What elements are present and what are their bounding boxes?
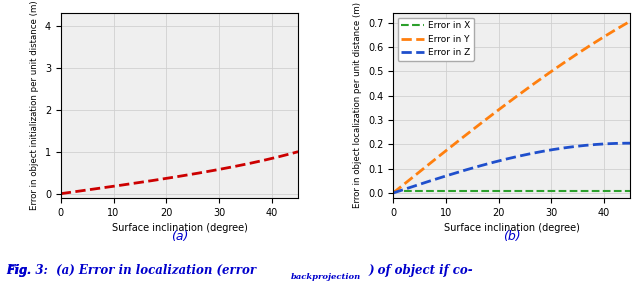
- Error in Z: [531, 151, 538, 155]
- Error in Z: [502, 157, 509, 161]
- Text: (a): (a): [171, 230, 188, 243]
- Error in Z: [584, 143, 591, 147]
- Error in X: [627, 189, 634, 192]
- Line: Error in Z: Error in Z: [393, 143, 630, 193]
- Error in X: [621, 189, 628, 192]
- Error in Y: [389, 191, 397, 195]
- Error in Y: [621, 23, 628, 26]
- Y-axis label: Error in object localization per unit distance (m): Error in object localization per unit di…: [353, 3, 362, 208]
- Error in Y: [504, 102, 511, 105]
- Error in Y: [531, 82, 538, 85]
- Error in X: [502, 189, 509, 192]
- Text: backprojection: backprojection: [291, 273, 362, 281]
- Error in Z: [627, 141, 634, 145]
- Error in Z: [389, 191, 397, 195]
- Error in Y: [627, 19, 634, 23]
- Text: ) of object if co-: ) of object if co-: [368, 264, 472, 276]
- Error in Y: [518, 91, 525, 95]
- Error in Z: [504, 157, 511, 161]
- Y-axis label: Error in object initialization per unit distance (m): Error in object initialization per unit …: [30, 1, 39, 210]
- Legend: Error in X, Error in Y, Error in Z: Error in X, Error in Y, Error in Z: [397, 18, 474, 61]
- Text: $\bfit{Fig.}$: $\bfit{Fig.}$: [6, 262, 36, 278]
- Error in X: [531, 189, 538, 192]
- Error in X: [584, 189, 591, 192]
- Error in X: [518, 189, 525, 192]
- Error in Z: [518, 154, 525, 157]
- Error in X: [504, 189, 511, 192]
- Error in Y: [502, 103, 509, 106]
- X-axis label: Surface inclination (degree): Surface inclination (degree): [111, 223, 248, 233]
- Error in Y: [584, 45, 591, 49]
- Error in X: [389, 189, 397, 192]
- Text: Fig. 3:  (a) Error in localization (error: Fig. 3: (a) Error in localization (error: [6, 264, 257, 276]
- Line: Error in Y: Error in Y: [393, 21, 630, 193]
- X-axis label: Surface inclination (degree): Surface inclination (degree): [444, 223, 580, 233]
- Text: (b): (b): [503, 230, 520, 243]
- Error in Z: [621, 141, 628, 145]
